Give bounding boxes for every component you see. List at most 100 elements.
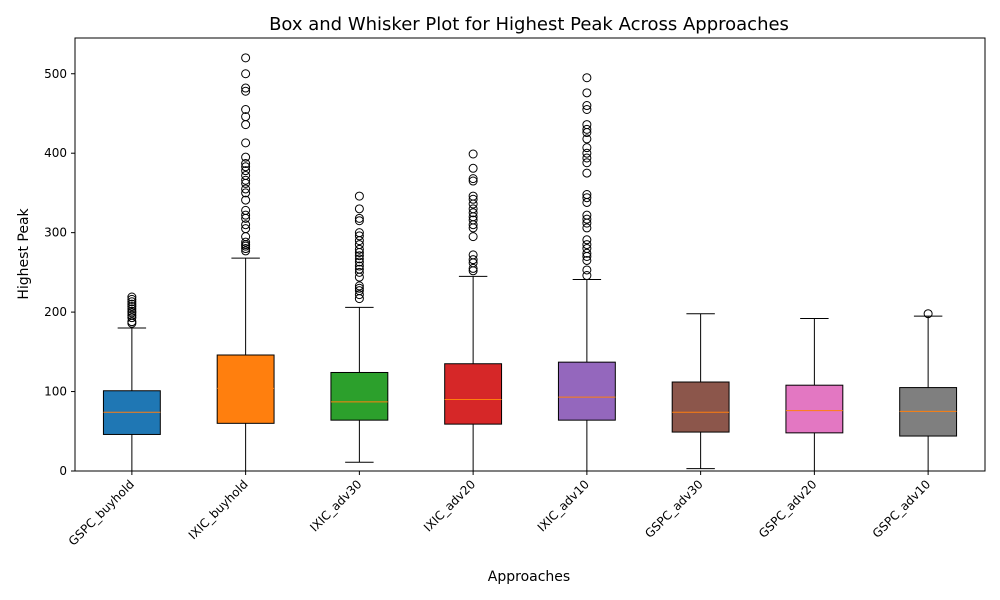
outlier-point [241, 162, 251, 172]
x-tick-label: IXIC_adv30 [307, 477, 364, 534]
outlier-point [468, 149, 478, 159]
outlier-point [582, 105, 592, 115]
outlier-point [127, 302, 137, 312]
outlier-point [354, 272, 364, 282]
outlier-point [468, 232, 478, 242]
y-tick-label: 500 [44, 67, 67, 81]
box-IXIC_adv30 [330, 371, 389, 421]
outlier-point [468, 263, 478, 273]
outlier-point [127, 297, 137, 307]
outlier-point [582, 168, 592, 178]
outlier-point [241, 166, 251, 176]
outlier-point [354, 257, 364, 267]
box-IXIC_buyhold [216, 354, 275, 424]
x-tick-label: IXIC_buyhold [186, 477, 251, 542]
outlier-point [127, 294, 137, 304]
outlier-point [582, 190, 592, 200]
outlier-point [354, 267, 364, 277]
outlier-point [468, 199, 478, 209]
y-tick-label: 400 [44, 146, 67, 160]
outlier-point [468, 191, 478, 201]
y-tick-label: 0 [59, 464, 67, 478]
outlier-point [468, 255, 478, 265]
outlier-point [241, 246, 251, 256]
outlier-point [354, 251, 364, 261]
outlier-point [468, 176, 478, 186]
x-tick-label: IXIC_adv20 [421, 477, 478, 534]
outlier-point [354, 254, 364, 264]
y-axis-title: Highest Peak [16, 207, 32, 299]
outlier-point [241, 120, 251, 130]
outlier-point [582, 143, 592, 153]
chart-title: Box and Whisker Plot for Highest Peak Ac… [269, 14, 789, 35]
outlier-point [354, 244, 364, 254]
outlier-point [582, 214, 592, 224]
outlier-point [354, 228, 364, 238]
outlier-point [241, 69, 251, 79]
outlier-point [582, 158, 592, 168]
box-IXIC_adv10 [557, 361, 616, 421]
outlier-point [354, 231, 364, 241]
outlier-point [582, 271, 592, 281]
outlier-point [127, 306, 137, 316]
outlier-point [241, 210, 251, 220]
outlier-point [582, 244, 592, 254]
outlier-point [241, 105, 251, 115]
outlier-point [582, 134, 592, 144]
x-tick-label: GSPC_adv10 [870, 477, 934, 541]
outlier-point [582, 153, 592, 163]
outlier-point [241, 83, 251, 93]
outlier-point [582, 210, 592, 220]
outlier-point [354, 261, 364, 271]
outlier-point [354, 213, 364, 223]
outlier-point [127, 292, 137, 302]
outlier-point [582, 120, 592, 130]
outlier-point [582, 88, 592, 98]
outlier-point [582, 240, 592, 250]
outlier-point [127, 299, 137, 309]
outlier-point [582, 265, 592, 275]
plot-area: 0 100 200 300 400 500 GSPC_buyhold IXIC_buyhold… [44, 37, 986, 548]
outlier-point [468, 215, 478, 225]
outlier-point [354, 191, 364, 201]
outlier-point [241, 53, 251, 63]
outlier-point [241, 232, 251, 242]
box-IXIC_adv20 [444, 363, 503, 425]
outlier-point [241, 237, 251, 247]
outlier-point [241, 152, 251, 162]
outlier-point [354, 286, 364, 296]
outlier-point [582, 73, 592, 83]
outlier-point [241, 184, 251, 194]
outlier-point [354, 216, 364, 226]
y-tick-label: 200 [44, 305, 67, 319]
outlier-point [241, 188, 251, 198]
outlier-point [241, 138, 251, 148]
outlier-point [241, 224, 251, 234]
outlier-point [468, 208, 478, 218]
outlier-point [582, 255, 592, 265]
outlier-point [354, 290, 364, 300]
outlier-point [582, 124, 592, 134]
x-axis-title: Approaches [488, 569, 570, 585]
outlier-point [354, 281, 364, 291]
x-tick-label: GSPC_buyhold [66, 477, 137, 548]
outlier-point [241, 86, 251, 96]
outlier-point [582, 248, 592, 258]
y-tick-label: 100 [44, 385, 67, 399]
outlier-point [127, 313, 137, 323]
outlier-point [354, 240, 364, 250]
outlier-point [582, 193, 592, 203]
outlier-point [241, 220, 251, 230]
outlier-point [241, 170, 251, 180]
outlier-point [468, 250, 478, 260]
outlier-point [241, 112, 251, 122]
outlier-point [582, 197, 592, 207]
outlier-point [241, 195, 251, 205]
outlier-point [582, 101, 592, 111]
outlier-point [582, 148, 592, 158]
outlier-point [354, 204, 364, 214]
outlier-point [468, 174, 478, 184]
outlier-point [468, 194, 478, 204]
